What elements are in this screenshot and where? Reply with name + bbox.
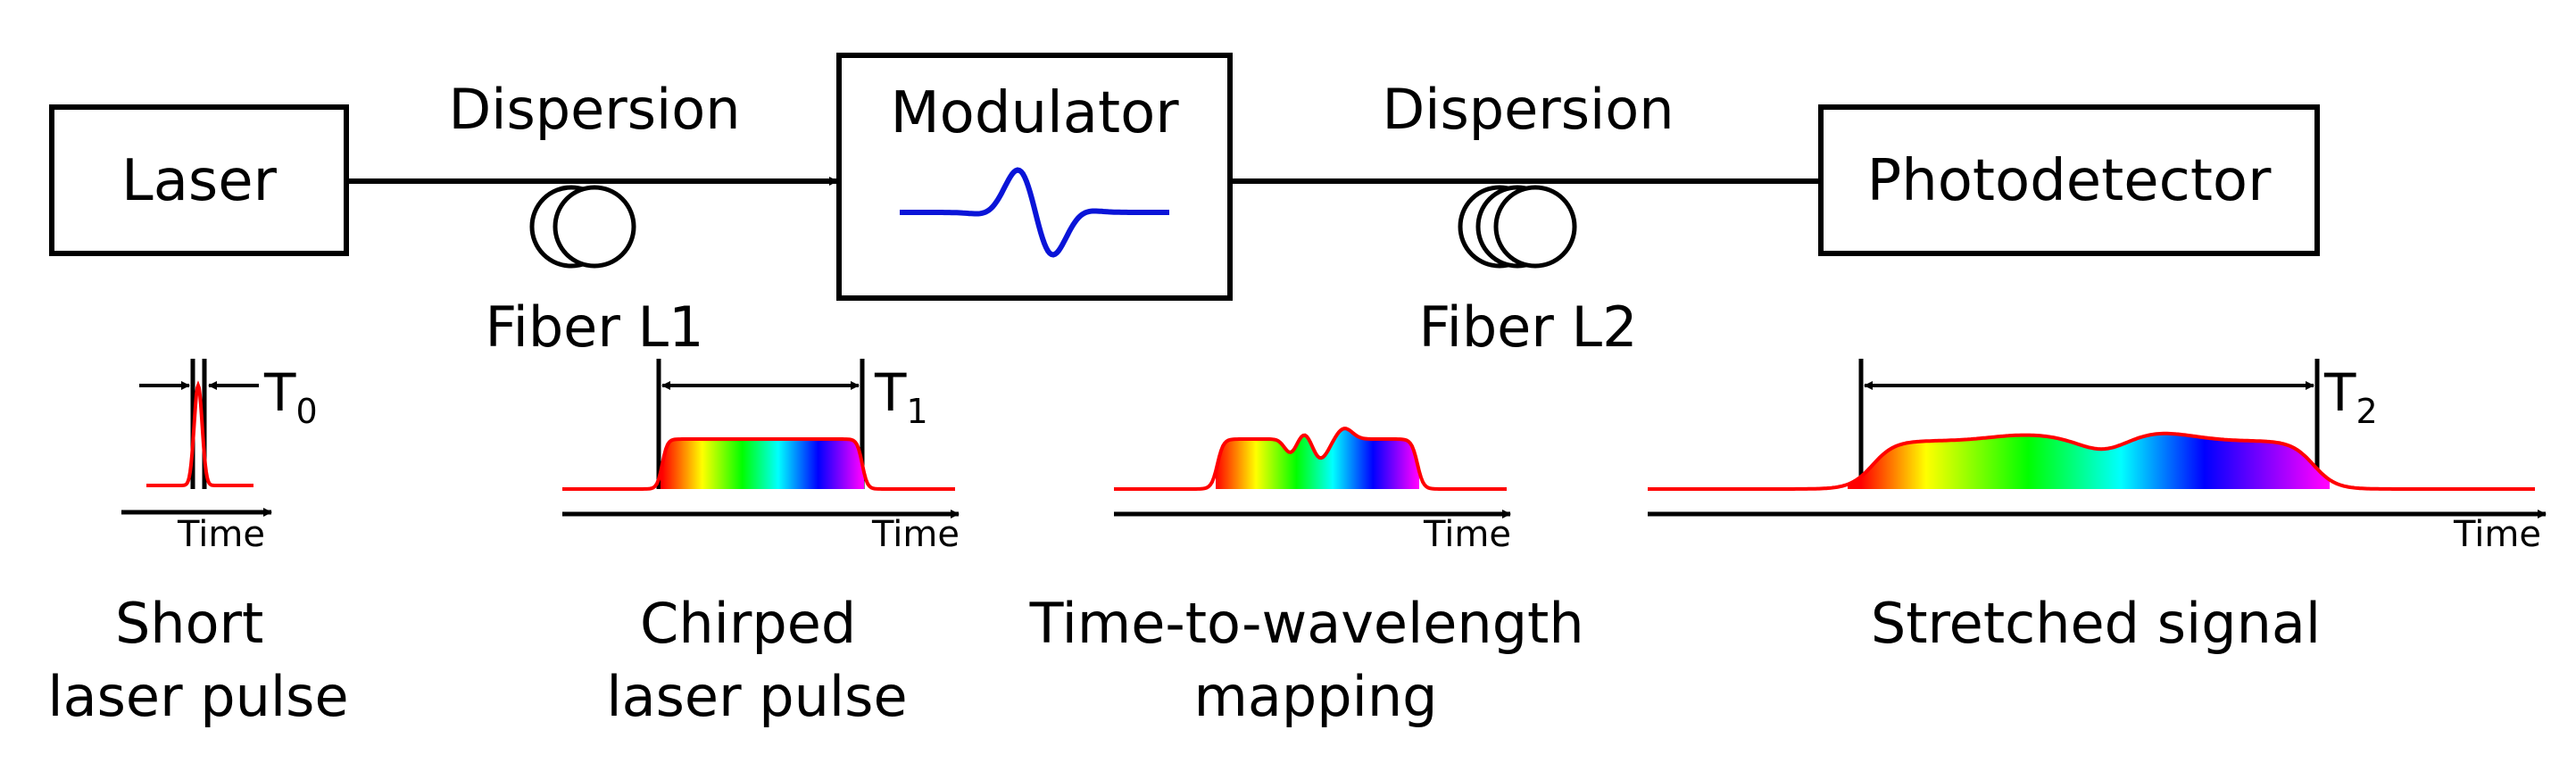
laser-block: Laser — [49, 104, 349, 256]
mapping-fill — [1216, 428, 1419, 489]
stretched-panel: T2 Time — [1648, 359, 2547, 555]
caption-short-pulse: Short laser pulse — [47, 591, 348, 729]
caption-stretched: Stretched signal — [1871, 591, 2321, 656]
mapping-trace — [1114, 427, 1507, 491]
chirped-pulse-trace — [562, 437, 955, 491]
fiber-spool-l2 — [1458, 185, 1577, 269]
stretched-fill — [1848, 433, 2330, 489]
caption-chirped-pulse: Chirped laser pulse — [606, 591, 907, 729]
fiber-l2-label: Fiber L2 — [1418, 294, 1637, 360]
photodetector-label: Photodetector — [1867, 148, 2272, 214]
dispersion-label-2: Dispersion — [1382, 77, 1674, 142]
dispersion-label-1: Dispersion — [448, 77, 740, 142]
fiber-l1-label: Fiber L1 — [485, 294, 703, 360]
time-axis-label-3: Time — [1423, 514, 1511, 555]
t1-label: T1 — [874, 362, 928, 431]
short-pulse-trace — [146, 380, 253, 487]
t0-label: T0 — [263, 362, 318, 431]
stretched-trace — [1648, 431, 2535, 491]
fiber-spool-l1 — [529, 185, 636, 269]
laser-label: Laser — [121, 148, 278, 214]
short-pulse-panel: T0 Time — [121, 359, 318, 555]
time-axis-label-4: Time — [2453, 514, 2541, 555]
t2-label: T2 — [2323, 362, 2378, 431]
time-axis-label-2: Time — [871, 514, 960, 555]
chirped-pulse-fill — [661, 439, 864, 489]
modulator-waveform — [900, 167, 1169, 258]
photodetector-block: Photodetector — [1818, 104, 2320, 256]
modulator-label: Modulator — [890, 80, 1179, 146]
time-axis-label-1: Time — [177, 514, 265, 555]
caption-mapping: Time-to-wavelength mapping — [1029, 591, 1602, 729]
chirped-pulse-panel: T1 Time — [562, 359, 960, 555]
modulator-block: Modulator — [836, 53, 1233, 301]
mapping-panel: Time — [1114, 427, 1511, 555]
